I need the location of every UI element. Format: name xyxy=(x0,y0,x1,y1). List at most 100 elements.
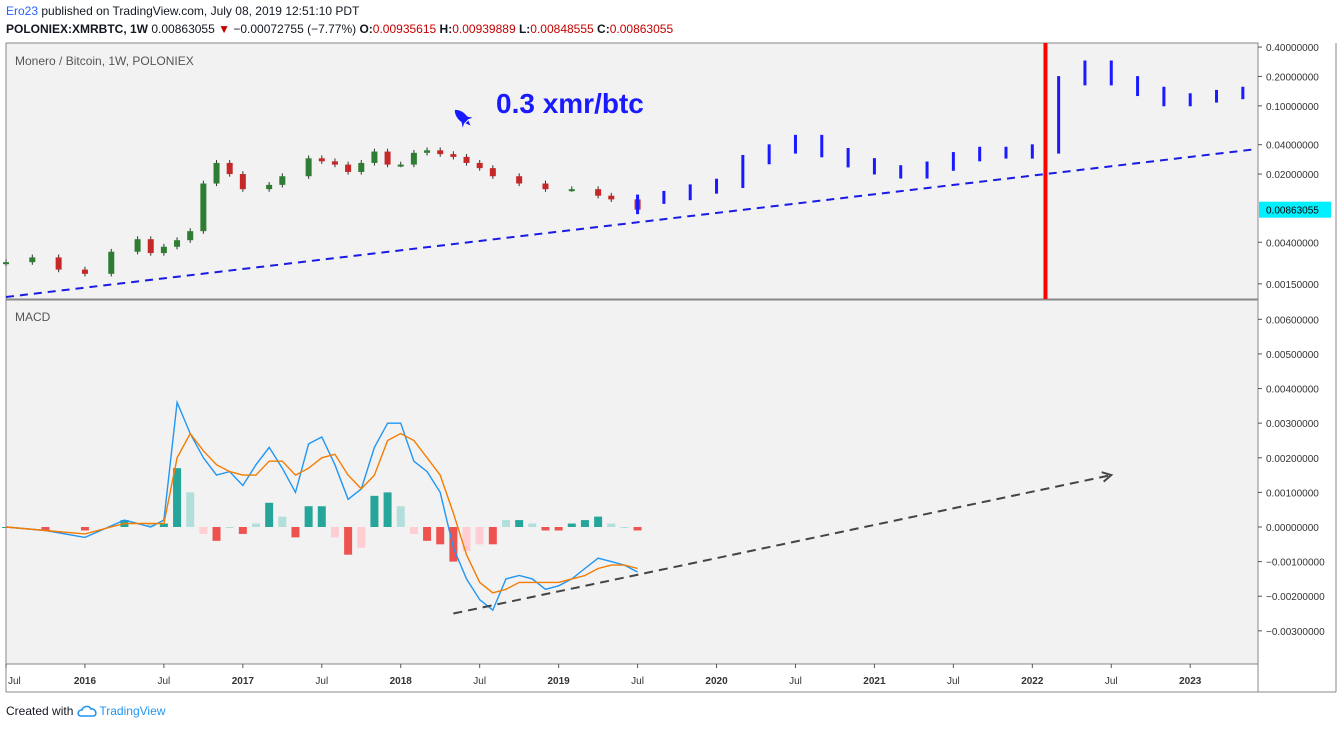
candle-body xyxy=(213,162,220,184)
macd-axis-label: 0.00400000 xyxy=(1266,385,1319,396)
projection-bar xyxy=(872,158,876,175)
projection-bar xyxy=(662,190,666,204)
candle-body xyxy=(81,269,88,274)
symbol-ohlc-bar: POLONIEX:XMRBTC, 1W 0.00863055 ▼ −0.0007… xyxy=(6,22,673,36)
candle-body xyxy=(397,164,404,167)
projection-bar xyxy=(741,154,745,188)
candle-body xyxy=(608,195,615,200)
histogram-bar xyxy=(357,527,366,548)
created-with-text: Created with xyxy=(6,704,74,718)
histogram-bar xyxy=(186,492,195,527)
histogram-bar xyxy=(396,506,405,527)
macd-line xyxy=(5,399,638,612)
macd-axis-label: −0.00300000 xyxy=(1266,627,1325,638)
projection-bar xyxy=(899,165,903,179)
histogram-bar xyxy=(370,495,379,527)
last-price-badge xyxy=(1259,201,1331,218)
projection-bar xyxy=(688,184,692,201)
change-value: −0.00072755 (−7.77%) xyxy=(233,22,357,36)
histogram-bar xyxy=(225,527,234,528)
candle-body xyxy=(437,150,444,155)
projection-bar xyxy=(951,152,955,171)
histogram-bar xyxy=(304,506,313,527)
candle-body xyxy=(134,239,141,252)
high-value: 0.00939889 xyxy=(452,22,516,36)
time-axis-label: Jul xyxy=(8,676,21,687)
macd-axis-label: −0.00100000 xyxy=(1266,558,1325,569)
histogram-bar xyxy=(199,527,208,534)
histogram-bar xyxy=(409,527,418,534)
histogram-bar xyxy=(146,523,155,527)
time-axis-label: 2023 xyxy=(1179,676,1202,687)
projection-bar xyxy=(1109,60,1113,86)
projection-bar xyxy=(1004,146,1008,159)
histogram-bar xyxy=(80,527,89,531)
candle-body xyxy=(476,162,483,169)
low-label: L: xyxy=(518,22,531,36)
candle-body xyxy=(371,151,378,163)
rocket-icon xyxy=(454,109,473,128)
histogram-bar xyxy=(502,520,510,527)
tradingview-logo[interactable]: TradingView xyxy=(77,704,165,718)
histogram-bar xyxy=(252,523,260,527)
projection-bar xyxy=(846,148,850,168)
histogram-bar xyxy=(173,468,182,527)
macd-axis-label: −0.00200000 xyxy=(1266,592,1325,603)
histogram-bar xyxy=(449,527,458,562)
time-axis-label: Jul xyxy=(473,676,486,687)
candle-body xyxy=(55,257,62,270)
candle-body xyxy=(147,239,154,254)
macd-axis-label: 0.00500000 xyxy=(1266,350,1319,361)
symbol-label: POLONIEX:XMRBTC, 1W xyxy=(6,22,149,36)
price-axis-label: 0.00150000 xyxy=(1266,280,1319,291)
candle-body xyxy=(450,154,457,157)
close-value: 0.00863055 xyxy=(609,22,674,36)
macd-axis-label: 0.00200000 xyxy=(1266,454,1319,465)
publish-text: published on TradingView.com, July 08, 2… xyxy=(41,4,360,18)
macd-trend-arrowhead xyxy=(1101,471,1114,483)
histogram-bar xyxy=(436,527,445,545)
macd-trend-arrow xyxy=(453,474,1112,615)
time-axis-label: 2017 xyxy=(232,676,255,687)
histogram-bar xyxy=(528,523,537,527)
projection-bar xyxy=(636,194,640,215)
chart-canvas[interactable]: 0.40000000 0.20000000 0.10000000 0.04000000… xyxy=(0,0,1344,700)
candle-body xyxy=(160,246,167,254)
time-axis-label: 2022 xyxy=(1021,676,1044,687)
candle-body xyxy=(463,156,470,163)
candle-body xyxy=(595,189,602,196)
author-link[interactable]: Ero23 xyxy=(6,4,39,18)
projection-bar xyxy=(1188,93,1192,107)
histogram-bar xyxy=(423,527,432,541)
candle-body xyxy=(516,176,523,184)
candle-body xyxy=(108,251,115,274)
projection-bar xyxy=(767,144,771,165)
candle-body xyxy=(384,151,391,165)
price-pane-title: Monero / Bitcoin, 1W, POLONIEX xyxy=(15,54,194,68)
histogram-bar xyxy=(620,527,629,528)
histogram-bar xyxy=(265,502,274,527)
projection-bar xyxy=(793,134,797,154)
candle-body xyxy=(568,189,575,192)
macd-axis-label: 0.00000000 xyxy=(1266,523,1319,534)
histogram-bar xyxy=(594,516,603,527)
histogram-bar xyxy=(488,527,497,545)
projection-bar xyxy=(1136,76,1140,97)
time-axis-label: 2016 xyxy=(74,676,97,687)
candle-body xyxy=(410,152,417,165)
histogram-bar xyxy=(541,527,550,531)
footer: Created with TradingView xyxy=(6,704,165,718)
candle-body xyxy=(200,183,207,232)
histogram-bar xyxy=(41,527,50,531)
projection-bar xyxy=(1057,76,1061,154)
projection-bar xyxy=(820,134,824,158)
histogram-bar xyxy=(317,506,326,527)
tradingview-cloud-icon xyxy=(77,705,98,717)
histogram-bar xyxy=(462,527,471,552)
histogram-bar xyxy=(554,527,563,531)
close-label: C: xyxy=(597,22,610,36)
histogram-bar xyxy=(212,527,221,541)
time-axis-label: 2020 xyxy=(705,676,728,687)
time-axis-label: Jul xyxy=(947,676,960,687)
candle-body xyxy=(266,184,273,190)
